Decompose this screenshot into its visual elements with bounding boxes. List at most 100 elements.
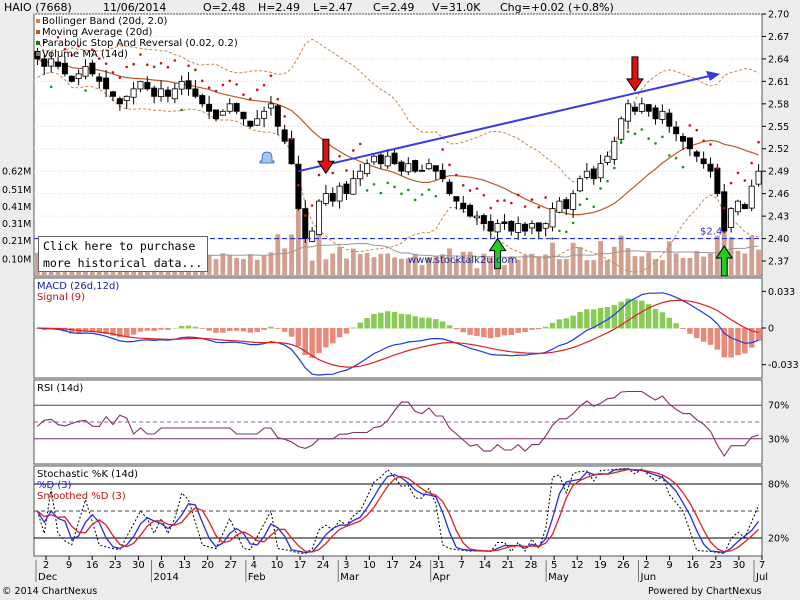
candle-body [391, 152, 398, 165]
month-label: Apr [433, 572, 451, 583]
candle-body [336, 185, 343, 202]
psar-dot [441, 148, 444, 151]
x-tick-label: 17 [386, 560, 399, 571]
candle-body [116, 98, 123, 105]
trend-line [298, 74, 711, 173]
psar-dot [578, 203, 582, 206]
purchase-data-button[interactable]: Click here to purchase more historical d… [38, 236, 208, 272]
month-label: Jun [640, 572, 657, 583]
price-tick-label: 2.37 [768, 257, 789, 268]
x-tick-label: 20 [201, 560, 214, 571]
volume-bar [213, 259, 219, 276]
price-tick-label: 2.61 [768, 77, 789, 88]
volume-bar [756, 249, 761, 276]
candle-body [322, 193, 329, 204]
volume-bar [412, 253, 418, 276]
candle-body [549, 208, 556, 228]
macd-histogram-bar [542, 326, 549, 329]
volume-bar [241, 258, 246, 276]
macd-histogram-bar [206, 328, 212, 331]
psar-dot [709, 143, 712, 146]
macd-histogram-bar [96, 328, 102, 333]
macd-histogram-bar [632, 299, 638, 329]
volume-bar [392, 257, 397, 276]
psar-dot [97, 57, 101, 60]
candle-body [261, 110, 268, 119]
volume-bar [508, 256, 514, 276]
macd-line [37, 292, 759, 376]
volume-bar [302, 225, 308, 276]
candle-body [419, 169, 426, 172]
candle-body [164, 89, 171, 97]
psar-dot [56, 35, 60, 39]
psar-dot [214, 89, 218, 93]
candle-body [41, 58, 48, 67]
psar-dot [619, 141, 623, 144]
candle-body [281, 129, 288, 142]
macd-histogram-bar [453, 328, 460, 330]
macd-histogram-bar [343, 328, 350, 334]
x-tick-label: 9 [666, 560, 672, 571]
candle-body [233, 103, 240, 112]
candle-body [453, 196, 460, 202]
psar-dot [173, 59, 177, 62]
macd-histogram-bar [721, 328, 727, 358]
candle-body [240, 111, 247, 120]
sell-arrow [626, 56, 644, 92]
x-tick-label: 17 [294, 560, 307, 571]
psar-dot [496, 199, 499, 203]
psar-dot [146, 63, 149, 67]
panel-price [33, 13, 763, 277]
psar-dot [564, 230, 568, 234]
volume-bar [721, 210, 727, 276]
candle-body [638, 103, 645, 112]
volume-bar [694, 250, 700, 276]
legend-swatch [36, 41, 40, 45]
macd-histogram-bar [384, 311, 391, 329]
macd-histogram-bar [350, 327, 357, 329]
watermark-text: www.stocktalk2u.com [408, 255, 517, 266]
psar-dot [736, 171, 740, 175]
candle-body [432, 165, 439, 172]
psar-dot [455, 173, 458, 177]
candle-body [82, 66, 89, 77]
candle-body [137, 80, 144, 90]
candle-body [185, 80, 192, 90]
x-tick-label: 26 [617, 560, 630, 571]
psar-dot [249, 97, 252, 101]
macd-histogram-bar [69, 328, 75, 334]
macd-histogram-bar [110, 328, 116, 336]
candle-body [123, 95, 130, 101]
sell-arrow [316, 138, 335, 175]
psar-dot [118, 76, 122, 79]
psar-dot [510, 201, 513, 205]
legend-swatch [36, 19, 40, 23]
candle-body [302, 208, 309, 239]
macd-histogram-bar [467, 328, 473, 335]
macd-histogram-bar [213, 328, 219, 333]
macd-histogram-bar [645, 304, 652, 329]
volume-bar [556, 259, 562, 276]
x-tick-label: 3 [343, 560, 349, 571]
psar-dot [523, 205, 527, 208]
volume-bar [399, 258, 404, 276]
macd-histogram-bar [62, 328, 68, 332]
candle-body [103, 77, 110, 90]
volume-bar [660, 260, 665, 276]
candle-body [652, 107, 659, 120]
volume-bar [330, 253, 336, 276]
volume-bar [577, 247, 583, 276]
price-legend-entry: Parabolic Stop And Reversal (0.02, 0.2) [42, 38, 238, 49]
macd-histogram-bar [426, 317, 432, 329]
volume-bar [653, 259, 658, 276]
volume-bar [364, 252, 370, 276]
macd-histogram-bar [398, 313, 405, 329]
rsi-tick-label: 30% [768, 434, 789, 445]
psar-dot [49, 85, 53, 89]
candle-body [631, 106, 638, 112]
macd-histogram-bar [536, 328, 542, 330]
volume-bar [268, 252, 274, 276]
x-tick-label: 9 [66, 560, 72, 571]
volume-bar [481, 253, 487, 276]
candle-body [673, 126, 680, 135]
